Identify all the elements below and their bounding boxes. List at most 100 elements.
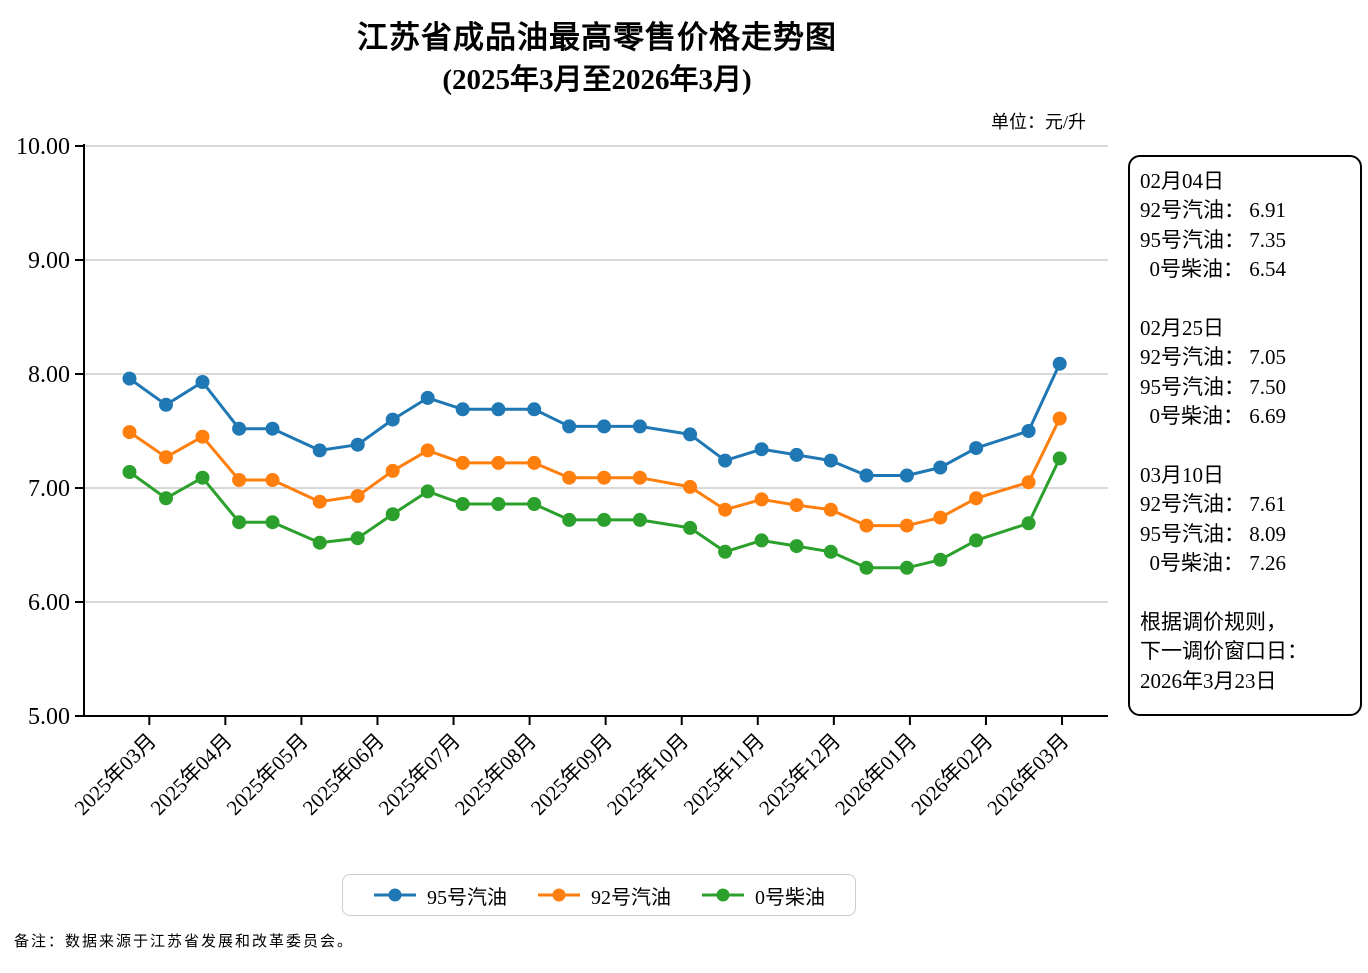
data-point-92号汽油	[159, 450, 173, 465]
data-point-95号汽油	[632, 419, 647, 434]
series-line-95号汽油	[128, 363, 1062, 477]
x-tick-label: 2025年07月	[374, 729, 465, 820]
next-window-notice-line: 根据调价规则，	[1140, 610, 1287, 635]
x-tick-label: 2025年05月	[222, 729, 313, 820]
info-price-value: 7.35	[1244, 227, 1286, 252]
info-price-label: 92号汽油：	[1140, 492, 1245, 517]
y-tick-label: 9.00	[28, 248, 70, 274]
data-point-92号汽油	[312, 494, 327, 509]
data-point-92号汽油	[350, 489, 365, 503]
info-price-row: 0号柴油： 6.69	[1140, 402, 1352, 431]
info-price-value: 7.50	[1244, 374, 1286, 399]
data-point-92号汽油	[1052, 411, 1067, 426]
data-point-0号柴油	[350, 531, 365, 546]
data-point-95号汽油	[823, 453, 838, 468]
data-point-92号汽油	[265, 473, 280, 487]
info-price-row: 95号汽油： 8.09	[1140, 520, 1352, 549]
data-point-92号汽油	[232, 473, 247, 487]
info-price-row: 95号汽油： 7.50	[1140, 373, 1352, 402]
data-point-95号汽油	[859, 468, 874, 483]
data-point-92号汽油	[420, 443, 435, 458]
info-price-label: 95号汽油：	[1140, 521, 1245, 546]
y-tick-label: 10.00	[16, 134, 70, 160]
data-point-92号汽油	[122, 425, 137, 440]
info-price-row: 92号汽油： 7.61	[1140, 490, 1352, 519]
data-point-92号汽油	[754, 492, 769, 507]
data-point-92号汽油	[562, 470, 577, 485]
data-point-95号汽油	[312, 443, 327, 458]
data-point-95号汽油	[122, 371, 137, 386]
data-point-95号汽油	[385, 412, 400, 427]
data-point-95号汽油	[969, 441, 984, 456]
data-point-0号柴油	[420, 484, 435, 499]
data-point-0号柴油	[597, 512, 612, 527]
y-tick-label: 6.00	[28, 590, 70, 616]
data-point-0号柴油	[122, 465, 137, 479]
data-point-92号汽油	[455, 455, 470, 470]
data-point-95号汽油	[491, 402, 506, 417]
legend-marker-icon	[702, 888, 744, 902]
info-spacer	[1140, 579, 1352, 608]
data-point-0号柴油	[312, 535, 327, 550]
info-price-value: 6.91	[1244, 198, 1286, 223]
x-tick-label: 2025年10月	[602, 729, 693, 820]
info-date: 02月25日	[1140, 316, 1224, 341]
data-point-95号汽油	[718, 453, 733, 468]
info-date: 03月10日	[1140, 463, 1224, 488]
data-point-92号汽油	[1021, 475, 1036, 490]
info-price-label: 92号汽油：	[1140, 345, 1245, 370]
x-tick-label: 2025年08月	[450, 729, 541, 820]
data-point-92号汽油	[969, 491, 984, 506]
data-point-92号汽油	[789, 498, 804, 513]
legend-marker-icon	[374, 888, 416, 902]
info-price-label: 95号汽油：	[1140, 374, 1245, 399]
data-point-92号汽油	[491, 455, 506, 470]
data-point-92号汽油	[823, 502, 838, 517]
data-point-95号汽油	[562, 419, 577, 434]
data-point-0号柴油	[455, 497, 470, 511]
y-tick-label: 8.00	[28, 362, 70, 388]
info-price-row: 92号汽油： 7.05	[1140, 343, 1352, 372]
data-point-95号汽油	[899, 468, 914, 483]
data-point-0号柴油	[718, 544, 733, 559]
info-price-label: 0号柴油：	[1149, 404, 1245, 429]
info-price-row: 0号柴油： 6.54	[1140, 255, 1352, 284]
x-tick-label: 2025年03月	[70, 729, 161, 820]
x-tick-label: 2026年01月	[830, 729, 921, 820]
info-price-label: 0号柴油：	[1149, 257, 1245, 282]
data-point-95号汽油	[455, 402, 470, 417]
info-price-value: 7.26	[1244, 551, 1286, 576]
chart-subtitle: (2025年3月至2026年3月)	[442, 64, 752, 96]
data-point-92号汽油	[899, 518, 914, 533]
info-price-label: 0号柴油：	[1149, 551, 1245, 576]
data-point-0号柴油	[265, 515, 280, 530]
data-point-0号柴油	[159, 491, 173, 506]
data-point-0号柴油	[899, 560, 914, 575]
data-point-95号汽油	[683, 427, 698, 442]
data-point-95号汽油	[195, 375, 210, 389]
x-tick-label: 2025年06月	[298, 729, 389, 820]
data-point-92号汽油	[597, 470, 612, 485]
data-point-92号汽油	[683, 479, 698, 494]
data-point-92号汽油	[527, 455, 542, 470]
data-point-0号柴油	[933, 552, 948, 567]
info-price-row: 95号汽油： 7.35	[1140, 226, 1352, 255]
legend-label: 0号柴油	[755, 886, 825, 909]
legend-dot	[716, 888, 730, 902]
legend-dot	[388, 888, 402, 902]
data-point-0号柴油	[562, 512, 577, 527]
info-price-value: 6.69	[1244, 404, 1286, 429]
info-price-label: 92号汽油：	[1140, 198, 1245, 223]
data-point-95号汽油	[527, 402, 542, 417]
data-point-95号汽油	[789, 447, 804, 462]
legend-dot	[552, 888, 566, 902]
x-tick-label: 2026年02月	[906, 729, 997, 820]
data-point-0号柴油	[789, 539, 804, 554]
data-point-92号汽油	[933, 510, 948, 525]
data-point-95号汽油	[420, 390, 435, 405]
info-date: 02月04日	[1140, 169, 1224, 193]
info-spacer	[1140, 285, 1352, 314]
data-point-95号汽油	[1021, 424, 1036, 438]
